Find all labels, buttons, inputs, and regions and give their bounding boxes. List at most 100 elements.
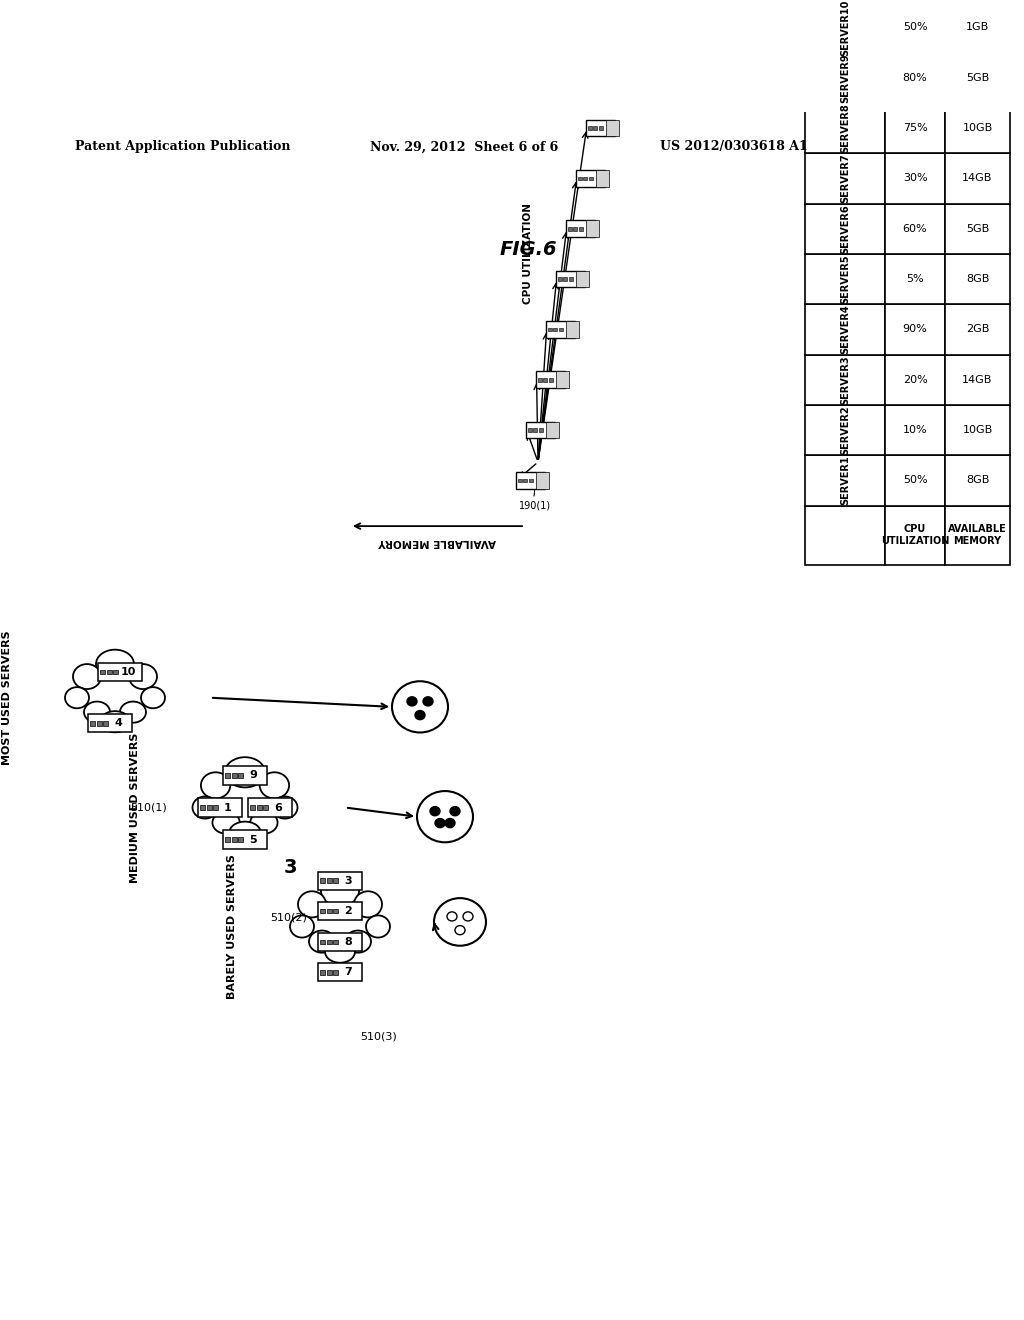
Bar: [103, 721, 108, 726]
Text: 8GB: 8GB: [966, 275, 989, 284]
Text: 10%: 10%: [903, 425, 928, 436]
Bar: [805, 153, 885, 203]
Circle shape: [455, 925, 465, 935]
Text: 510(1): 510(1): [130, 803, 167, 813]
Circle shape: [434, 898, 486, 945]
Bar: [605, 18, 635, 36]
Bar: [599, 127, 602, 129]
Ellipse shape: [354, 891, 382, 917]
Bar: [238, 774, 243, 777]
Bar: [885, 153, 945, 203]
Bar: [579, 227, 583, 231]
Bar: [945, 103, 1010, 153]
Bar: [318, 933, 362, 952]
Bar: [536, 371, 565, 388]
Bar: [577, 271, 589, 288]
Bar: [556, 271, 585, 288]
Text: SERVER2: SERVER2: [840, 405, 850, 455]
Bar: [885, 455, 945, 506]
Bar: [333, 970, 338, 974]
Text: 10GB: 10GB: [963, 123, 992, 133]
Bar: [318, 902, 362, 920]
Text: 3: 3: [284, 858, 297, 876]
Bar: [238, 837, 243, 842]
Circle shape: [392, 681, 449, 733]
Circle shape: [423, 697, 433, 706]
Bar: [318, 871, 362, 890]
Text: 2: 2: [344, 906, 352, 916]
Bar: [548, 327, 552, 331]
Bar: [945, 3, 1010, 53]
Bar: [539, 428, 543, 432]
Bar: [885, 3, 945, 53]
Ellipse shape: [229, 821, 261, 843]
Bar: [523, 479, 527, 482]
Text: 14GB: 14GB: [963, 375, 992, 384]
Bar: [558, 277, 561, 281]
Ellipse shape: [212, 812, 240, 834]
Ellipse shape: [141, 688, 165, 709]
Bar: [586, 120, 615, 136]
Bar: [613, 25, 617, 29]
Text: 4: 4: [114, 718, 122, 729]
Text: FIG.6: FIG.6: [499, 240, 557, 259]
Bar: [327, 940, 332, 944]
Bar: [885, 253, 945, 304]
Bar: [593, 127, 597, 129]
Bar: [885, 53, 945, 103]
Bar: [885, 304, 945, 355]
Bar: [113, 669, 118, 675]
Text: Nov. 29, 2012  Sheet 6 of 6: Nov. 29, 2012 Sheet 6 of 6: [370, 140, 558, 153]
Bar: [553, 327, 557, 331]
Ellipse shape: [100, 711, 130, 733]
Bar: [945, 53, 1010, 103]
Bar: [586, 220, 599, 238]
Text: 8GB: 8GB: [966, 475, 989, 486]
Text: US 2012/0303618 A1: US 2012/0303618 A1: [660, 140, 808, 153]
Ellipse shape: [260, 772, 289, 799]
Bar: [575, 170, 605, 186]
Text: SERVER10: SERVER10: [840, 0, 850, 55]
Bar: [263, 805, 268, 809]
Bar: [603, 75, 607, 79]
Bar: [525, 422, 555, 438]
Bar: [319, 970, 325, 974]
Text: 80%: 80%: [902, 73, 928, 83]
Bar: [568, 277, 572, 281]
Bar: [333, 940, 338, 944]
Circle shape: [407, 697, 417, 706]
Text: 75%: 75%: [902, 123, 928, 133]
Bar: [805, 355, 885, 405]
Circle shape: [415, 710, 425, 719]
Bar: [516, 473, 545, 488]
Text: 5: 5: [249, 834, 257, 845]
Bar: [100, 669, 105, 675]
Bar: [945, 153, 1010, 203]
Ellipse shape: [325, 941, 355, 962]
Text: 14GB: 14GB: [963, 173, 992, 183]
Bar: [319, 908, 325, 913]
Bar: [319, 878, 325, 883]
Bar: [517, 479, 521, 482]
Bar: [596, 70, 625, 86]
Bar: [885, 405, 945, 455]
Ellipse shape: [120, 701, 146, 722]
Ellipse shape: [201, 772, 230, 799]
Bar: [200, 805, 205, 809]
Bar: [198, 799, 242, 817]
Bar: [527, 428, 531, 432]
Circle shape: [445, 818, 455, 828]
Text: SERVER1: SERVER1: [840, 455, 850, 506]
Bar: [885, 203, 945, 253]
Bar: [556, 371, 568, 388]
Bar: [573, 227, 578, 231]
Ellipse shape: [65, 688, 89, 709]
Bar: [319, 940, 325, 944]
Bar: [626, 18, 639, 36]
Ellipse shape: [84, 701, 110, 722]
Bar: [945, 253, 1010, 304]
Text: SERVER5: SERVER5: [840, 255, 850, 304]
Bar: [607, 25, 611, 29]
Bar: [231, 837, 237, 842]
Text: 5GB: 5GB: [966, 73, 989, 83]
